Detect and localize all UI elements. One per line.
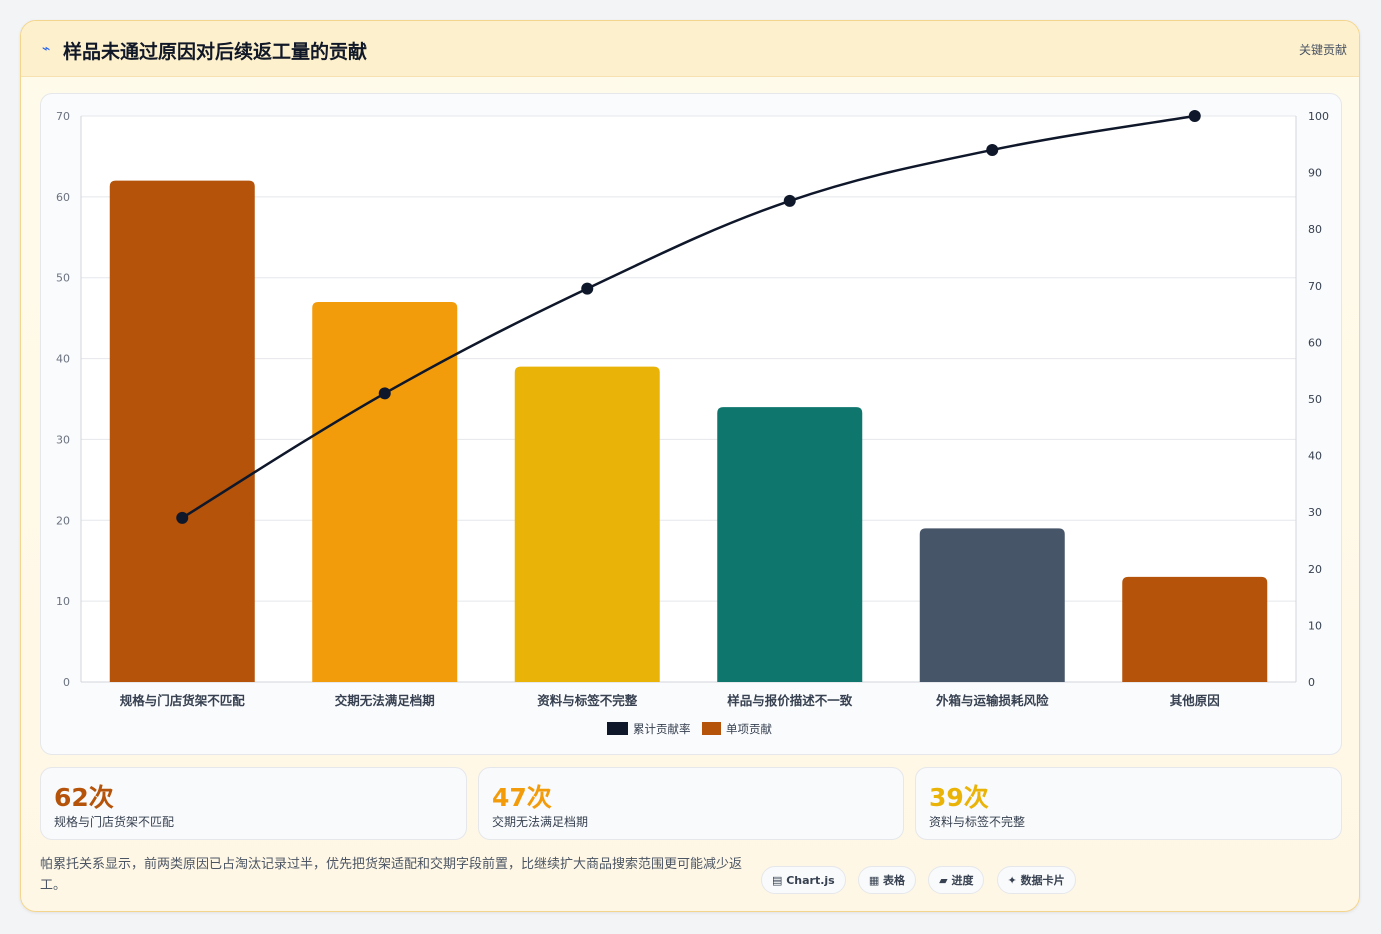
y-right-tick-label: 50 — [1308, 393, 1322, 406]
x-tick-label: 交期无法满足档期 — [335, 693, 435, 708]
cumulative-point — [1188, 110, 1201, 122]
y-left-tick-label: 10 — [56, 595, 70, 608]
y-left-tick-label: 70 — [56, 110, 70, 123]
x-tick-label: 样品与报价描述不一致 — [727, 693, 853, 708]
cumulative-point — [378, 387, 391, 400]
stat-value: 62次 — [54, 783, 114, 812]
y-right-tick-label: 60 — [1308, 336, 1322, 349]
stat-card-2: 47次 交期无法满足档期 — [478, 767, 904, 840]
y-left-tick-label: 50 — [56, 272, 70, 285]
report-card: ⌁ 样品未通过原因对后续返工量的贡献 关键贡献 0 10 20 30 40 50 60 70 0… — [20, 20, 1360, 912]
chart-panel: 0 10 20 30 40 50 60 70 0 10 20 30 40 50 60 70 80 90 100 规格与… — [40, 93, 1342, 755]
y-right-tick-label: 10 — [1308, 619, 1322, 632]
legend-label: 单项贡献 — [726, 722, 772, 736]
y-right-tick-label: 90 — [1308, 167, 1322, 180]
y-left-tick-label: 40 — [56, 353, 70, 366]
spark-icon: ⌁ — [42, 41, 51, 57]
x-tick-label: 外箱与运输损耗风险 — [935, 693, 1049, 708]
x-tick-label: 规格与门店货架不匹配 — [120, 693, 246, 708]
y-left-tick-label: 60 — [56, 191, 70, 204]
stat-value: 47次 — [492, 783, 552, 812]
plot-area — [81, 116, 1296, 682]
legend-swatch — [607, 722, 628, 735]
stat-card-1: 62次 规格与门店货架不匹配 — [40, 767, 467, 840]
x-tick-label: 资料与标签不完整 — [537, 693, 638, 708]
stat-label: 规格与门店货架不匹配 — [54, 815, 175, 829]
tag-table[interactable]: ▦ 表格 — [857, 866, 917, 894]
x-tick-label: 其他原因 — [1170, 693, 1220, 708]
cumulative-line — [181, 114, 1195, 519]
y-right-tick-label: 0 — [1308, 676, 1315, 689]
stat-label: 交期无法满足档期 — [492, 815, 589, 829]
y-right-tick-label: 40 — [1308, 450, 1322, 463]
tag-chartjs[interactable]: ▤ Chart.js — [761, 866, 846, 894]
tag-list: ▤ Chart.js ▦ 表格 ▰ 进度 ✦ 数据卡片 — [761, 866, 1083, 894]
y-right-tick-label: 80 — [1308, 223, 1322, 236]
stat-label: 资料与标签不完整 — [929, 815, 1026, 829]
card-header: ⌁ 样品未通过原因对后续返工量的贡献 关键贡献 — [21, 21, 1359, 77]
bar — [717, 407, 863, 682]
cumulative-point — [581, 282, 594, 295]
legend-swatch — [702, 722, 721, 735]
y-right-tick-label: 70 — [1308, 280, 1322, 293]
pareto-chart: 0 10 20 30 40 50 60 70 0 10 20 30 40 50 60 70 80 90 100 规格与… — [56, 110, 1329, 736]
stat-card-3: 39次 资料与标签不完整 — [915, 767, 1342, 840]
key-contribution-link[interactable]: 关键贡献 — [1298, 43, 1347, 57]
y-left-tick-label: 20 — [56, 514, 70, 527]
bar — [1122, 576, 1268, 682]
cumulative-point — [783, 194, 796, 207]
y-right-tick-label: 20 — [1308, 563, 1322, 576]
legend-label: 累计贡献率 — [633, 722, 691, 736]
stat-value: 39次 — [929, 783, 989, 812]
page-title: 样品未通过原因对后续返工量的贡献 — [63, 41, 368, 63]
cumulative-point — [986, 143, 999, 156]
footnote: 帕累托关系显示，前两类原因已占淘汰记录过半，优先把货架适配和交期字段前置，比继续… — [40, 857, 743, 893]
tag-progress[interactable]: ▰ 进度 — [928, 866, 985, 894]
y-left-tick-label: 0 — [63, 676, 70, 689]
bar — [919, 528, 1065, 682]
y-right-tick-label: 100 — [1308, 110, 1329, 123]
bar — [514, 366, 660, 682]
bar — [312, 301, 458, 682]
bar — [109, 180, 255, 682]
y-right-tick-label: 30 — [1308, 506, 1322, 519]
y-left-tick-label: 30 — [56, 433, 70, 446]
cumulative-point — [176, 511, 189, 524]
tag-data-card[interactable]: ✦ 数据卡片 — [996, 866, 1076, 894]
